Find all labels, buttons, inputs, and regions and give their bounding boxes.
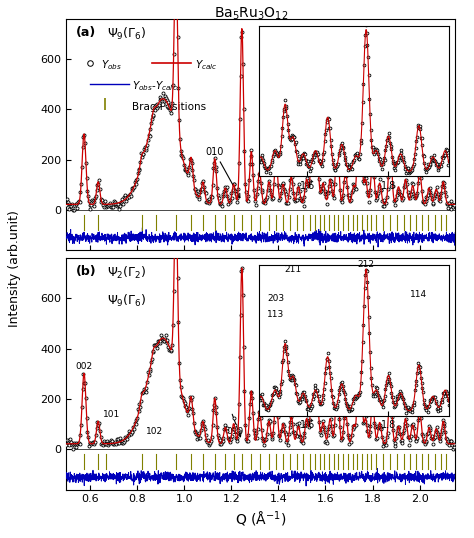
Text: $\chi^2$ ~ 10.2: $\chi^2$ ~ 10.2 <box>268 26 329 45</box>
Text: $\Psi_9(\Gamma_6)$: $\Psi_9(\Gamma_6)$ <box>107 26 147 42</box>
Text: 010: 010 <box>226 427 244 436</box>
X-axis label: Q (Å$^{-1}$): Q (Å$^{-1}$) <box>235 510 286 529</box>
Text: 101: 101 <box>102 410 120 419</box>
Text: $Y_{obs}$: $Y_{obs}$ <box>101 58 122 72</box>
Text: 002: 002 <box>75 363 92 371</box>
Text: $\Psi_9(\Gamma_6)$: $\Psi_9(\Gamma_6)$ <box>107 293 147 309</box>
Text: 102: 102 <box>146 427 163 436</box>
Text: (a): (a) <box>76 26 96 39</box>
Text: Brag Positions: Brag Positions <box>132 102 207 112</box>
Text: $\chi^2$ ~ 9.5: $\chi^2$ ~ 9.5 <box>268 265 322 285</box>
Text: $Y_{calc}$: $Y_{calc}$ <box>195 58 217 72</box>
Text: Ba$_5$Ru$_3$O$_{12}$: Ba$_5$Ru$_3$O$_{12}$ <box>214 5 288 22</box>
Text: $Y_{obs}$-$Y_{calc}$: $Y_{obs}$-$Y_{calc}$ <box>132 79 178 93</box>
Text: (b): (b) <box>76 265 97 278</box>
Text: 010: 010 <box>205 147 240 197</box>
Text: Intensity (arb.unit): Intensity (arb.unit) <box>8 210 21 328</box>
Text: $\Psi_2(\Gamma_2)$: $\Psi_2(\Gamma_2)$ <box>107 265 147 281</box>
